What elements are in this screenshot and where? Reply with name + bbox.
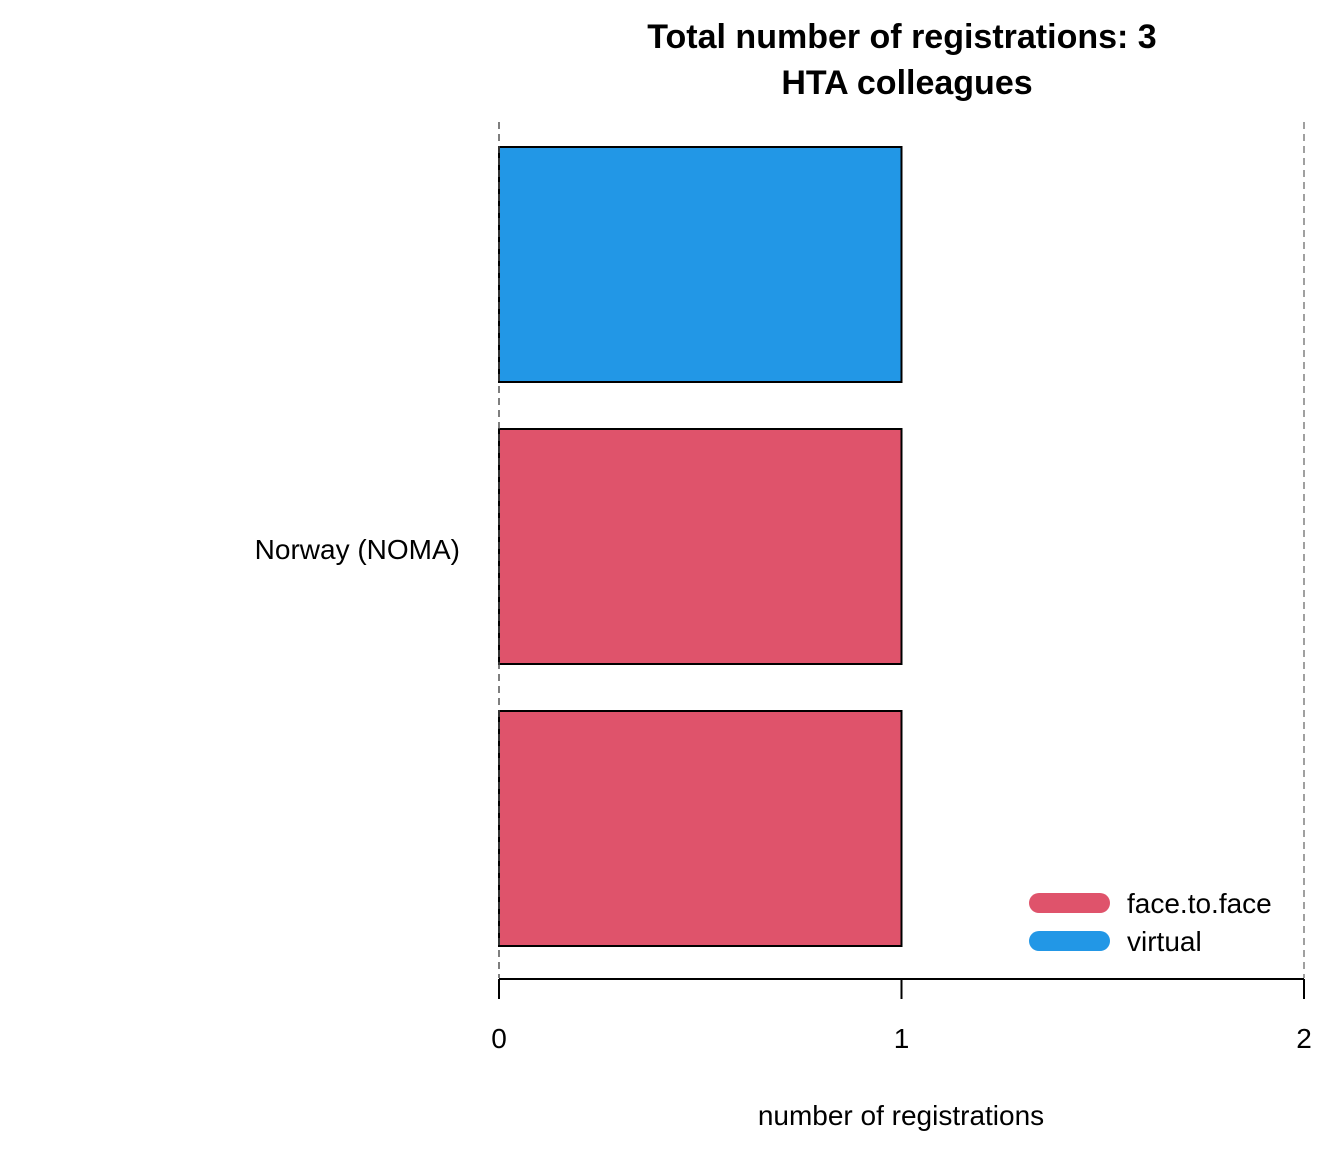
x-axis-label: number of registrations [758,1100,1044,1131]
bars [498,122,903,978]
bar-face.to.face-1 [498,428,903,665]
legend-label-virtual: virtual [1127,926,1202,957]
x-tick-label-0: 0 [491,1023,507,1054]
bar-virtual-0 [498,146,903,383]
legend: face.to.face virtual [1029,888,1272,957]
chart-subtitle: HTA colleagues [781,64,1032,102]
x-tick-label-2: 2 [1296,1023,1312,1054]
x-tick-label-1: 1 [894,1023,910,1054]
bar-face.to.face-2 [498,710,903,947]
x-axis: 0 1 2 [491,978,1312,1054]
category-label: Norway (NOMA) [255,534,460,565]
chart-title: Total number of registrations: 3 [647,18,1156,56]
legend-label-face.to.face: face.to.face [1127,888,1272,919]
